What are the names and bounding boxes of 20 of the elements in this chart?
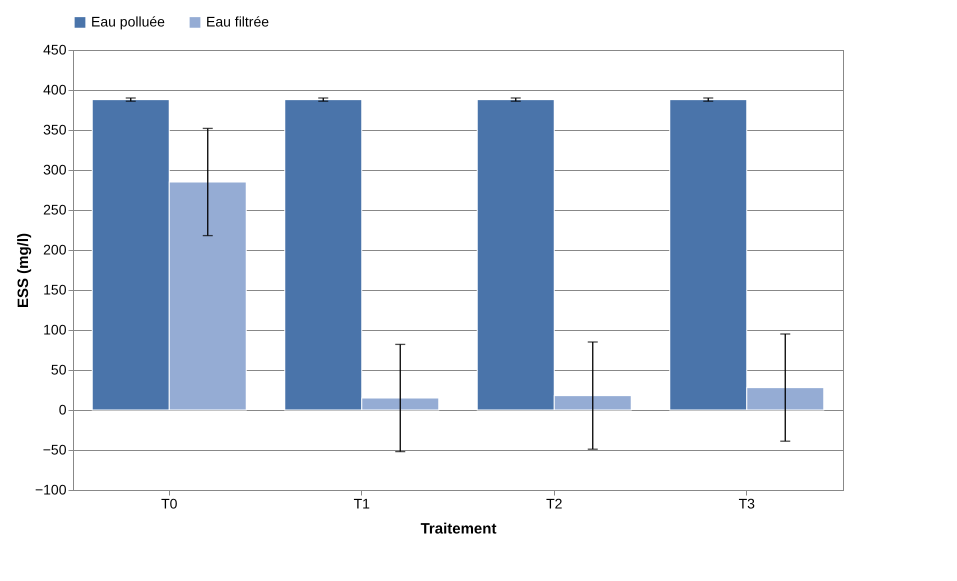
y-tick-label: 250: [43, 202, 67, 218]
x-axis-title: Traitement: [420, 520, 496, 538]
x-tick-label: T0: [161, 496, 178, 512]
y-tick-label: 0: [58, 402, 67, 418]
legend-label: Eau filtrée: [206, 13, 270, 30]
y-tick-label: 200: [43, 242, 67, 258]
y-tick-label: 50: [50, 362, 67, 378]
y-tick-label: −50: [42, 442, 67, 458]
y-tick-label: 150: [43, 282, 67, 298]
y-tick-label: 450: [43, 42, 67, 58]
y-tick-label: −100: [34, 482, 67, 498]
y-axis-title: ESS (mg/l): [14, 232, 32, 308]
x-tick-label: T3: [738, 496, 756, 512]
legend-label: Eau polluée: [91, 13, 166, 30]
x-tick-label: T1: [354, 496, 370, 512]
y-tick-label: 300: [43, 162, 67, 178]
y-tick-label: 350: [43, 122, 67, 138]
y-tick-label: 100: [43, 322, 67, 338]
y-tick-label: 400: [43, 82, 67, 98]
x-tick-label: T2: [546, 496, 563, 512]
